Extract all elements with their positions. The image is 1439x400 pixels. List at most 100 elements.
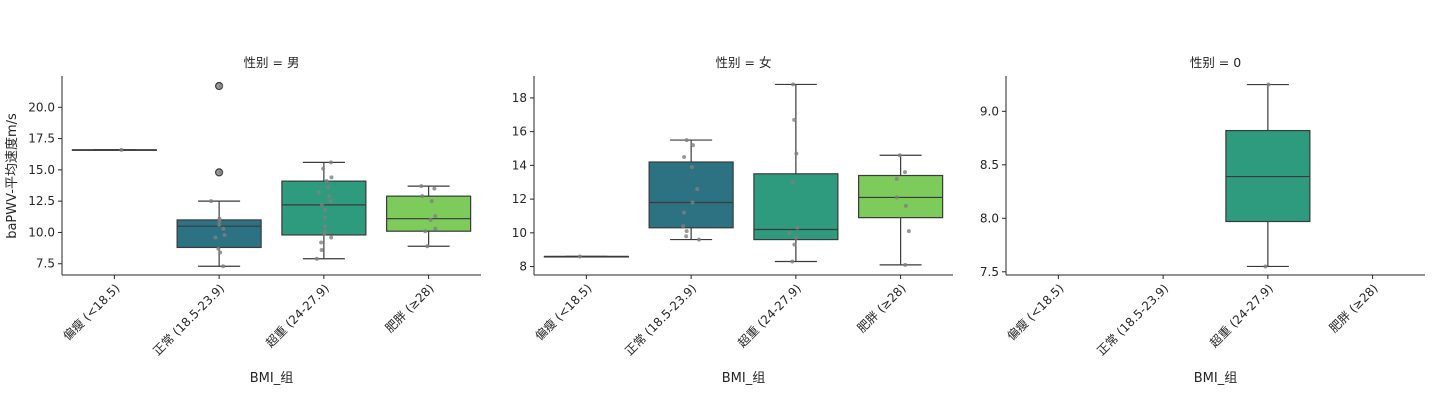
data-point (903, 203, 908, 208)
data-point (221, 226, 226, 231)
data-point (790, 259, 795, 264)
data-point (323, 229, 328, 234)
data-point (425, 244, 430, 249)
data-point (684, 234, 689, 239)
x-tick-label: 偏瘦 (<18.5) (1004, 281, 1067, 344)
data-point (790, 180, 795, 185)
x-tick-label: 正常 (18.5-23.9) (1094, 281, 1171, 358)
box-2 (753, 82, 839, 264)
data-point (792, 117, 797, 122)
data-point (119, 147, 124, 152)
y-tick-label: 12 (512, 192, 527, 206)
data-point (323, 207, 328, 212)
data-point (217, 216, 222, 221)
x-tick-label: 正常 (18.5-23.9) (150, 281, 227, 358)
data-point (429, 199, 434, 204)
x-tick-label: 超重 (24-27.9) (1206, 281, 1276, 351)
x-tick-label: 偏瘦 (<18.5) (532, 281, 595, 344)
y-tick-label: 7.5 (36, 257, 55, 271)
data-point (328, 160, 333, 165)
box-0 (71, 147, 157, 152)
x-tick-label: 超重 (24-27.9) (734, 281, 804, 351)
facet-panel: 性别 = 男 7.5 10.0 12.5 15.0 17.5 20.0 偏瘦 (<18.5) 正… (28, 55, 481, 386)
data-point (894, 195, 899, 200)
y-tick-label: 8.5 (980, 158, 999, 172)
data-point (682, 154, 687, 159)
y-tick-label: 17.5 (28, 132, 55, 146)
data-point (213, 235, 218, 240)
data-point (1263, 264, 1268, 269)
data-point (795, 225, 800, 230)
data-point (314, 256, 319, 261)
data-point (221, 264, 226, 269)
data-point (577, 254, 582, 259)
data-point (324, 179, 329, 184)
box-body (386, 195, 472, 232)
data-point (432, 186, 437, 191)
data-point (690, 165, 695, 170)
data-point (319, 240, 324, 245)
y-tick-label: 14 (512, 158, 527, 172)
box-2 (1225, 82, 1311, 269)
data-point (322, 224, 327, 229)
data-point (792, 242, 797, 247)
data-point (690, 143, 695, 148)
facet-grid: 性别 = 男 7.5 10.0 12.5 15.0 17.5 20.0 偏瘦 (<18.5) 正… (28, 55, 1425, 386)
facet-title: 性别 = 0 (1190, 55, 1241, 70)
data-point (897, 153, 902, 158)
data-point (420, 194, 425, 199)
data-point (218, 250, 223, 255)
data-point (321, 166, 326, 171)
y-tick-label: 15.0 (28, 163, 55, 177)
facet-panel: 性别 = 女 8 10 12 14 16 18 偏瘦 (<18.5) 正常 (18.5-23.9… (512, 55, 953, 386)
data-point (428, 217, 433, 222)
data-point (209, 199, 214, 204)
data-point (325, 185, 330, 190)
y-tick-label: 12.5 (28, 194, 55, 208)
x-tick-label: 肥胖 (≥28) (383, 281, 437, 335)
data-point (433, 226, 438, 231)
data-point (319, 202, 324, 207)
y-tick-label: 18 (512, 91, 527, 105)
shared-y-axis-label: baPWV-平均速度m/s (4, 113, 20, 239)
box-0 (543, 254, 629, 259)
facet-panel: 性别 = 0 7.5 8.0 8.5 9.0 偏瘦 (<18.5) 正常 (18.5-23.… (980, 55, 1425, 386)
data-point (316, 190, 321, 195)
y-tick-label: 10 (512, 226, 527, 240)
box-body (648, 161, 734, 229)
data-point (329, 175, 334, 180)
box-1 (648, 138, 734, 242)
data-point (216, 246, 221, 251)
y-tick-label: 16 (512, 125, 527, 139)
data-point (327, 194, 332, 199)
data-point (684, 138, 689, 143)
data-point (903, 262, 908, 267)
data-point (329, 235, 334, 240)
data-point (894, 176, 899, 181)
x-tick-label: 肥胖 (≥28) (855, 281, 909, 335)
data-point (906, 229, 911, 234)
data-point (222, 232, 227, 237)
y-tick-label: 8 (519, 260, 527, 274)
y-tick-label: 10.0 (28, 225, 55, 239)
x-tick-label: 偏瘦 (<18.5) (60, 281, 123, 344)
data-point (681, 224, 686, 229)
box-3 (858, 153, 944, 267)
x-tick-label: 超重 (24-27.9) (262, 281, 332, 351)
data-point (791, 82, 796, 87)
facet-title: 性别 = 男 (244, 55, 300, 70)
data-point (218, 84, 223, 89)
data-point (433, 214, 438, 219)
x-axis-label: BMI_组 (250, 371, 293, 386)
data-point (902, 170, 907, 175)
data-point (690, 200, 695, 205)
data-point (328, 199, 333, 204)
x-tick-label: 肥胖 (≥28) (1327, 281, 1381, 335)
data-point (319, 247, 324, 252)
data-point (419, 184, 424, 189)
y-tick-label: 7.5 (980, 265, 999, 279)
x-axis-label: BMI_组 (722, 371, 765, 386)
data-point (423, 229, 428, 234)
data-point (217, 222, 222, 227)
